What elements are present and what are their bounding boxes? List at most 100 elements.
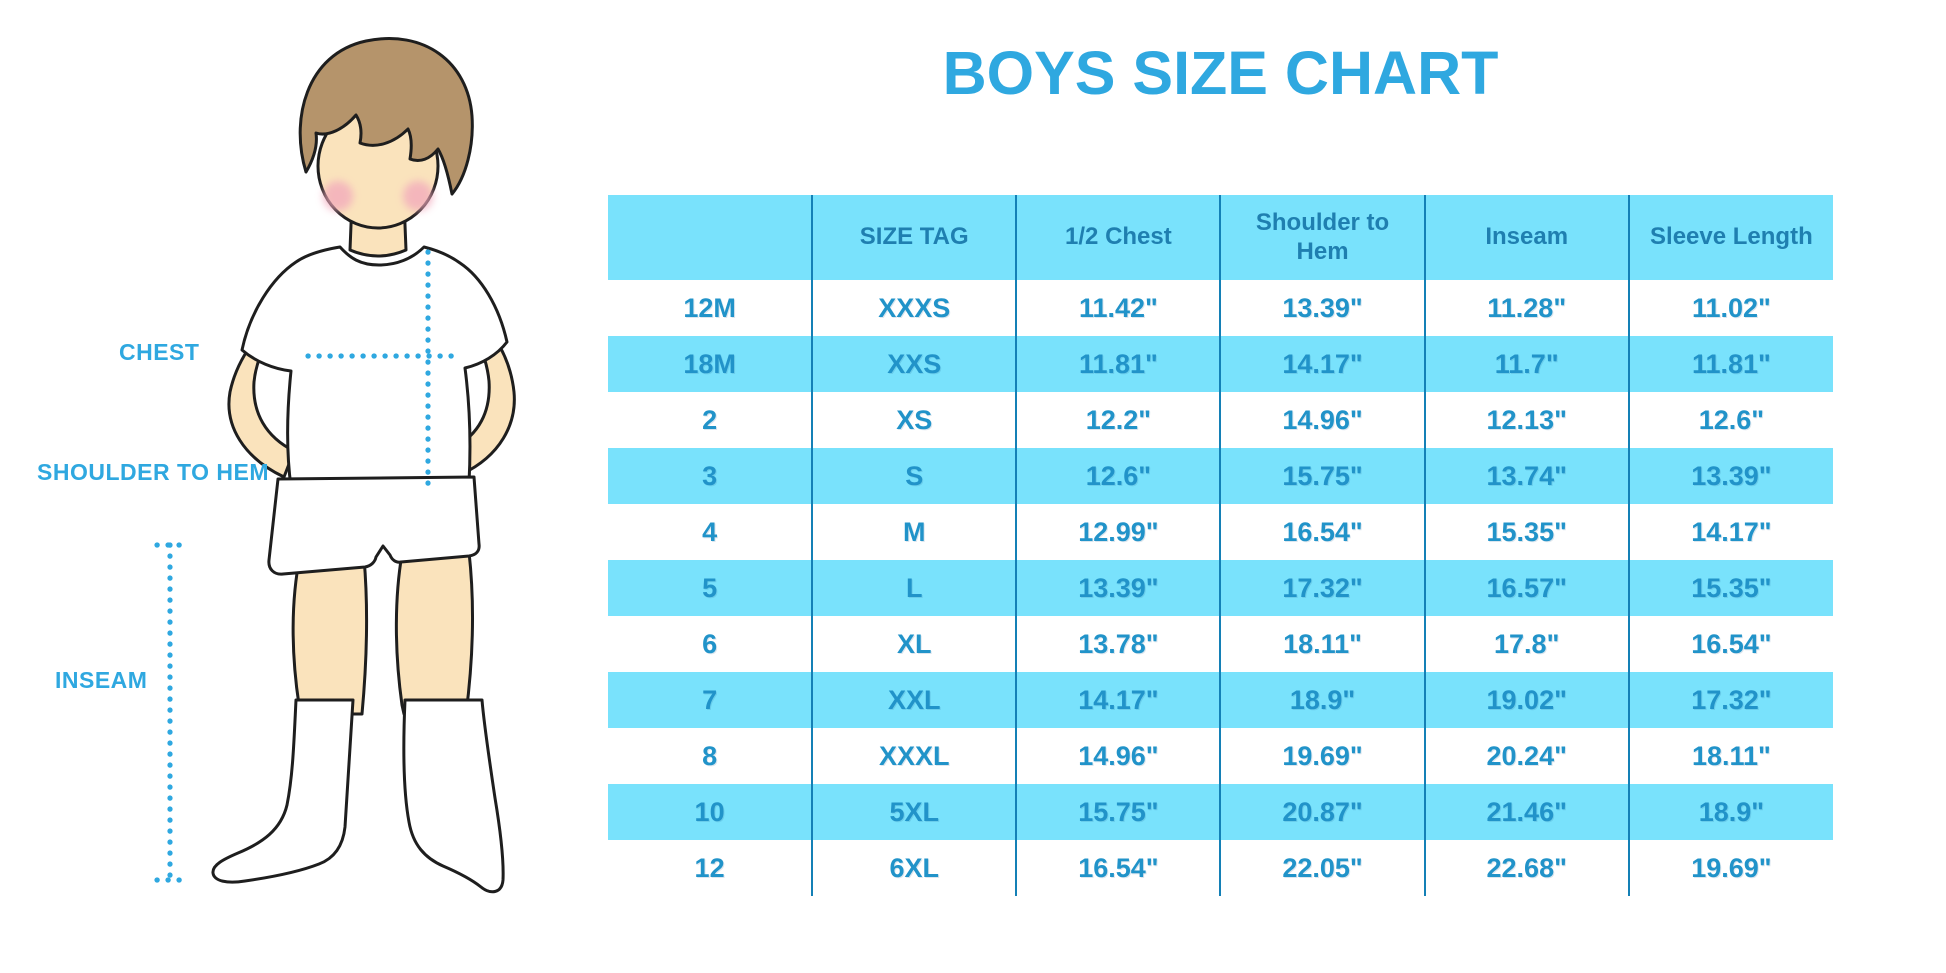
column-header: SIZE TAG <box>812 195 1018 280</box>
chest-label: CHEST <box>119 339 200 365</box>
measurement-cell: 13.78" <box>1016 616 1222 672</box>
measurement-cell: 18.11" <box>1220 616 1426 672</box>
table-row: 12M XXXS 11.42" 13.39" 11.28" 11.02" <box>608 280 1833 336</box>
boy-shorts <box>267 475 481 576</box>
measurement-cell: 12.6" <box>1016 448 1222 504</box>
inseam-label: INSEAM <box>55 667 148 693</box>
measurement-cell: 15.75" <box>1016 784 1222 840</box>
page-title: BOYS SIZE CHART <box>942 39 1499 107</box>
measurement-cell: 14.96" <box>1016 728 1222 784</box>
size-chart-table: SIZE TAG 1/2 Chest Shoulder to Hem Inseam Sl… <box>608 195 1833 896</box>
measurement-cell: 20.87" <box>1220 784 1426 840</box>
boy-left-sock <box>211 698 355 884</box>
measurement-cell: 17.32" <box>1691 684 1772 715</box>
measurement-cell: 16.54" <box>1016 840 1222 896</box>
measurement-cell: 13.74" <box>1424 448 1630 504</box>
size-tag-cell: XXS <box>812 336 1018 392</box>
table-row: 6 XL 13.78" 18.11" 17.8" 16.54" <box>608 616 1833 672</box>
measurement-cell: 12.6" <box>1698 404 1765 435</box>
measurement-cell: 15.35" <box>1691 572 1772 603</box>
measurement-cell: 12.99" <box>1016 504 1222 560</box>
boy-left-leg <box>291 554 368 716</box>
measurement-cell: 14.17" <box>1220 336 1426 392</box>
size-tag-cell: M <box>812 504 1018 560</box>
measurement-cell: 17.8" <box>1424 616 1630 672</box>
boy-illustration <box>154 37 516 894</box>
table-row: 4 M 12.99" 16.54" 15.35" 14.17" <box>608 504 1833 560</box>
measurement-cell: 15.35" <box>1424 504 1630 560</box>
shoulder-to-hem-label: SHOULDER TO HEM <box>37 459 269 485</box>
boy-right-leg <box>394 550 475 716</box>
measurement-cell: 15.75" <box>1220 448 1426 504</box>
size-label-cell: 6 <box>608 616 814 672</box>
measurement-cell: 22.68" <box>1424 840 1630 896</box>
measurement-cell: 20.24" <box>1424 728 1630 784</box>
measurement-cell: 18.11" <box>1691 740 1771 771</box>
measurement-cell: 13.39" <box>1691 460 1772 491</box>
table-row: 12 6XL 16.54" 22.05" 22.68" 19.69" <box>608 840 1833 896</box>
size-label-cell: 12 <box>608 840 814 896</box>
table-row: 8 XXXL 14.96" 19.69" 20.24" 18.11" <box>608 728 1833 784</box>
measurement-cell: 17.32" <box>1220 560 1426 616</box>
measurement-cell: 19.69" <box>1691 852 1772 883</box>
table-row: 10 5XL 15.75" 20.87" 21.46" 18.9" <box>608 784 1833 840</box>
size-tag-cell: XS <box>812 392 1018 448</box>
size-label-cell: 18M <box>608 336 814 392</box>
measurement-cell: 16.54" <box>1220 504 1426 560</box>
boy-hair <box>298 37 474 196</box>
size-label-cell: 3 <box>608 448 814 504</box>
size-label-cell: 10 <box>608 784 814 840</box>
measurement-cell: 11.42" <box>1016 280 1222 336</box>
measurement-cell: 13.39" <box>1016 560 1222 616</box>
table-row: 3 S 12.6" 15.75" 13.74" 13.39" <box>608 448 1833 504</box>
column-header: Sleeve Length <box>1628 195 1833 280</box>
measurement-cell: 22.05" <box>1220 840 1426 896</box>
column-header: Inseam <box>1424 195 1630 280</box>
column-header: Shoulder to Hem <box>1220 195 1426 280</box>
boy-right-cheek <box>403 181 433 211</box>
size-tag-cell: XL <box>812 616 1018 672</box>
measurement-cell: 19.69" <box>1220 728 1426 784</box>
size-table-body: 12M XXXS 11.42" 13.39" 11.28" 11.02" 18M XXS 11.… <box>608 280 1833 896</box>
measurement-cell: 11.28" <box>1424 280 1630 336</box>
size-tag-cell: 6XL <box>812 840 1018 896</box>
boy-left-cheek <box>323 181 353 211</box>
measurement-cell: 12.2" <box>1016 392 1222 448</box>
measurement-cell: 11.7" <box>1424 336 1630 392</box>
measurement-cell: 19.02" <box>1424 672 1630 728</box>
size-tag-cell: 5XL <box>812 784 1018 840</box>
measurement-cell: 14.96" <box>1220 392 1426 448</box>
size-label-cell: 7 <box>608 672 814 728</box>
measurement-cell: 18.9" <box>1698 796 1765 827</box>
size-label-cell: 8 <box>608 728 814 784</box>
measurement-cell: 11.81" <box>1691 348 1771 379</box>
measurement-cell: 21.46" <box>1424 784 1630 840</box>
table-row: 2 XS 12.2" 14.96" 12.13" 12.6" <box>608 392 1833 448</box>
table-row: 5 L 13.39" 17.32" 16.57" 15.35" <box>608 560 1833 616</box>
size-tag-cell: XXXL <box>812 728 1018 784</box>
table-row: 18M XXS 11.81" 14.17" 11.7" 11.81" <box>608 336 1833 392</box>
size-table-header: SIZE TAG 1/2 Chest Shoulder to Hem Inseam Sl… <box>608 195 1833 280</box>
size-tag-cell: XXXS <box>812 280 1018 336</box>
measurement-cell: 14.17" <box>1016 672 1222 728</box>
size-label-cell: 5 <box>608 560 814 616</box>
measurement-cell: 11.81" <box>1016 336 1222 392</box>
size-label-cell: 4 <box>608 504 814 560</box>
size-label-cell: 12M <box>608 280 814 336</box>
size-tag-cell: S <box>812 448 1018 504</box>
size-tag-cell: L <box>812 560 1018 616</box>
column-header-blank <box>608 195 814 280</box>
boy-right-sock <box>402 698 505 894</box>
measurement-cell: 18.9" <box>1220 672 1426 728</box>
column-header: 1/2 Chest <box>1016 195 1222 280</box>
header-row: SIZE TAG 1/2 Chest Shoulder to Hem Inseam Sl… <box>608 195 1833 280</box>
measurement-cell: 16.54" <box>1691 628 1772 659</box>
size-label-cell: 2 <box>608 392 814 448</box>
measurement-cell: 16.57" <box>1424 560 1630 616</box>
size-tag-cell: XXL <box>812 672 1018 728</box>
measurement-cell: 11.02" <box>1691 292 1771 323</box>
table-row: 7 XXL 14.17" 18.9" 19.02" 17.32" <box>608 672 1833 728</box>
measurement-cell: 12.13" <box>1424 392 1630 448</box>
measurement-cell: 13.39" <box>1220 280 1426 336</box>
